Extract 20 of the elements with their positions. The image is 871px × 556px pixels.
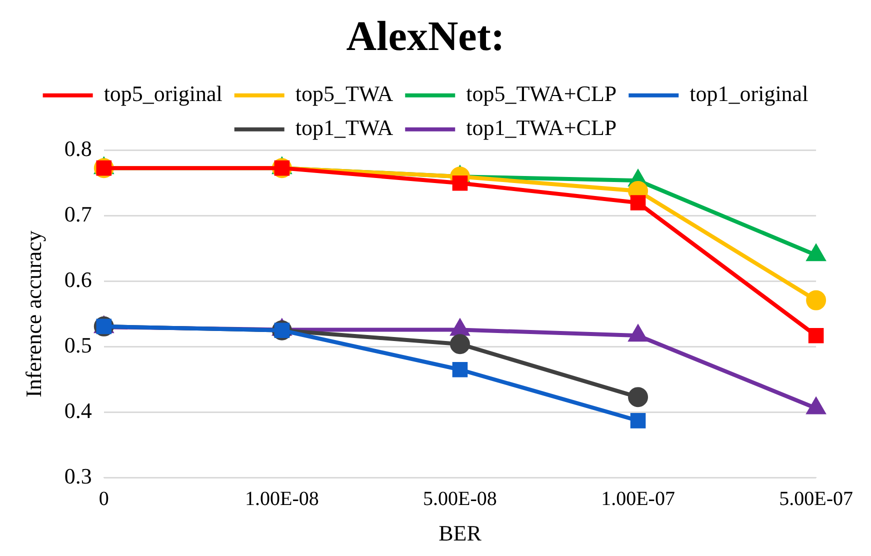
y-tick-label: 0.5 — [64, 332, 92, 358]
legend-label: top1_TWA+CLP — [466, 115, 617, 140]
x-tick-label: 0 — [98, 488, 109, 510]
x-tick-label: 1.00E-08 — [244, 488, 319, 510]
legend-label: top5_original — [104, 81, 222, 106]
legend-label: top5_TWA+CLP — [466, 81, 617, 106]
y-tick-label: 0.4 — [64, 398, 92, 423]
legend-label: top1_TWA — [295, 115, 394, 140]
x-tick-label: 1.00E-07 — [601, 488, 675, 510]
y-tick-label: 0.7 — [64, 202, 92, 227]
chart-title: AlexNet: — [346, 14, 505, 60]
y-tick-label: 0.3 — [64, 463, 92, 488]
y-tick-label: 0.8 — [64, 136, 92, 162]
x-tick-label: 5.00E-08 — [423, 488, 497, 510]
legend-label: top1_original — [690, 81, 808, 106]
legend-label: top5_TWA — [295, 81, 394, 106]
y-axis-title: Inference accuracy — [20, 230, 46, 398]
x-tick-label: 5.00E-07 — [779, 488, 854, 510]
x-axis-title: BER — [438, 520, 482, 546]
y-tick-label: 0.6 — [64, 267, 92, 292]
